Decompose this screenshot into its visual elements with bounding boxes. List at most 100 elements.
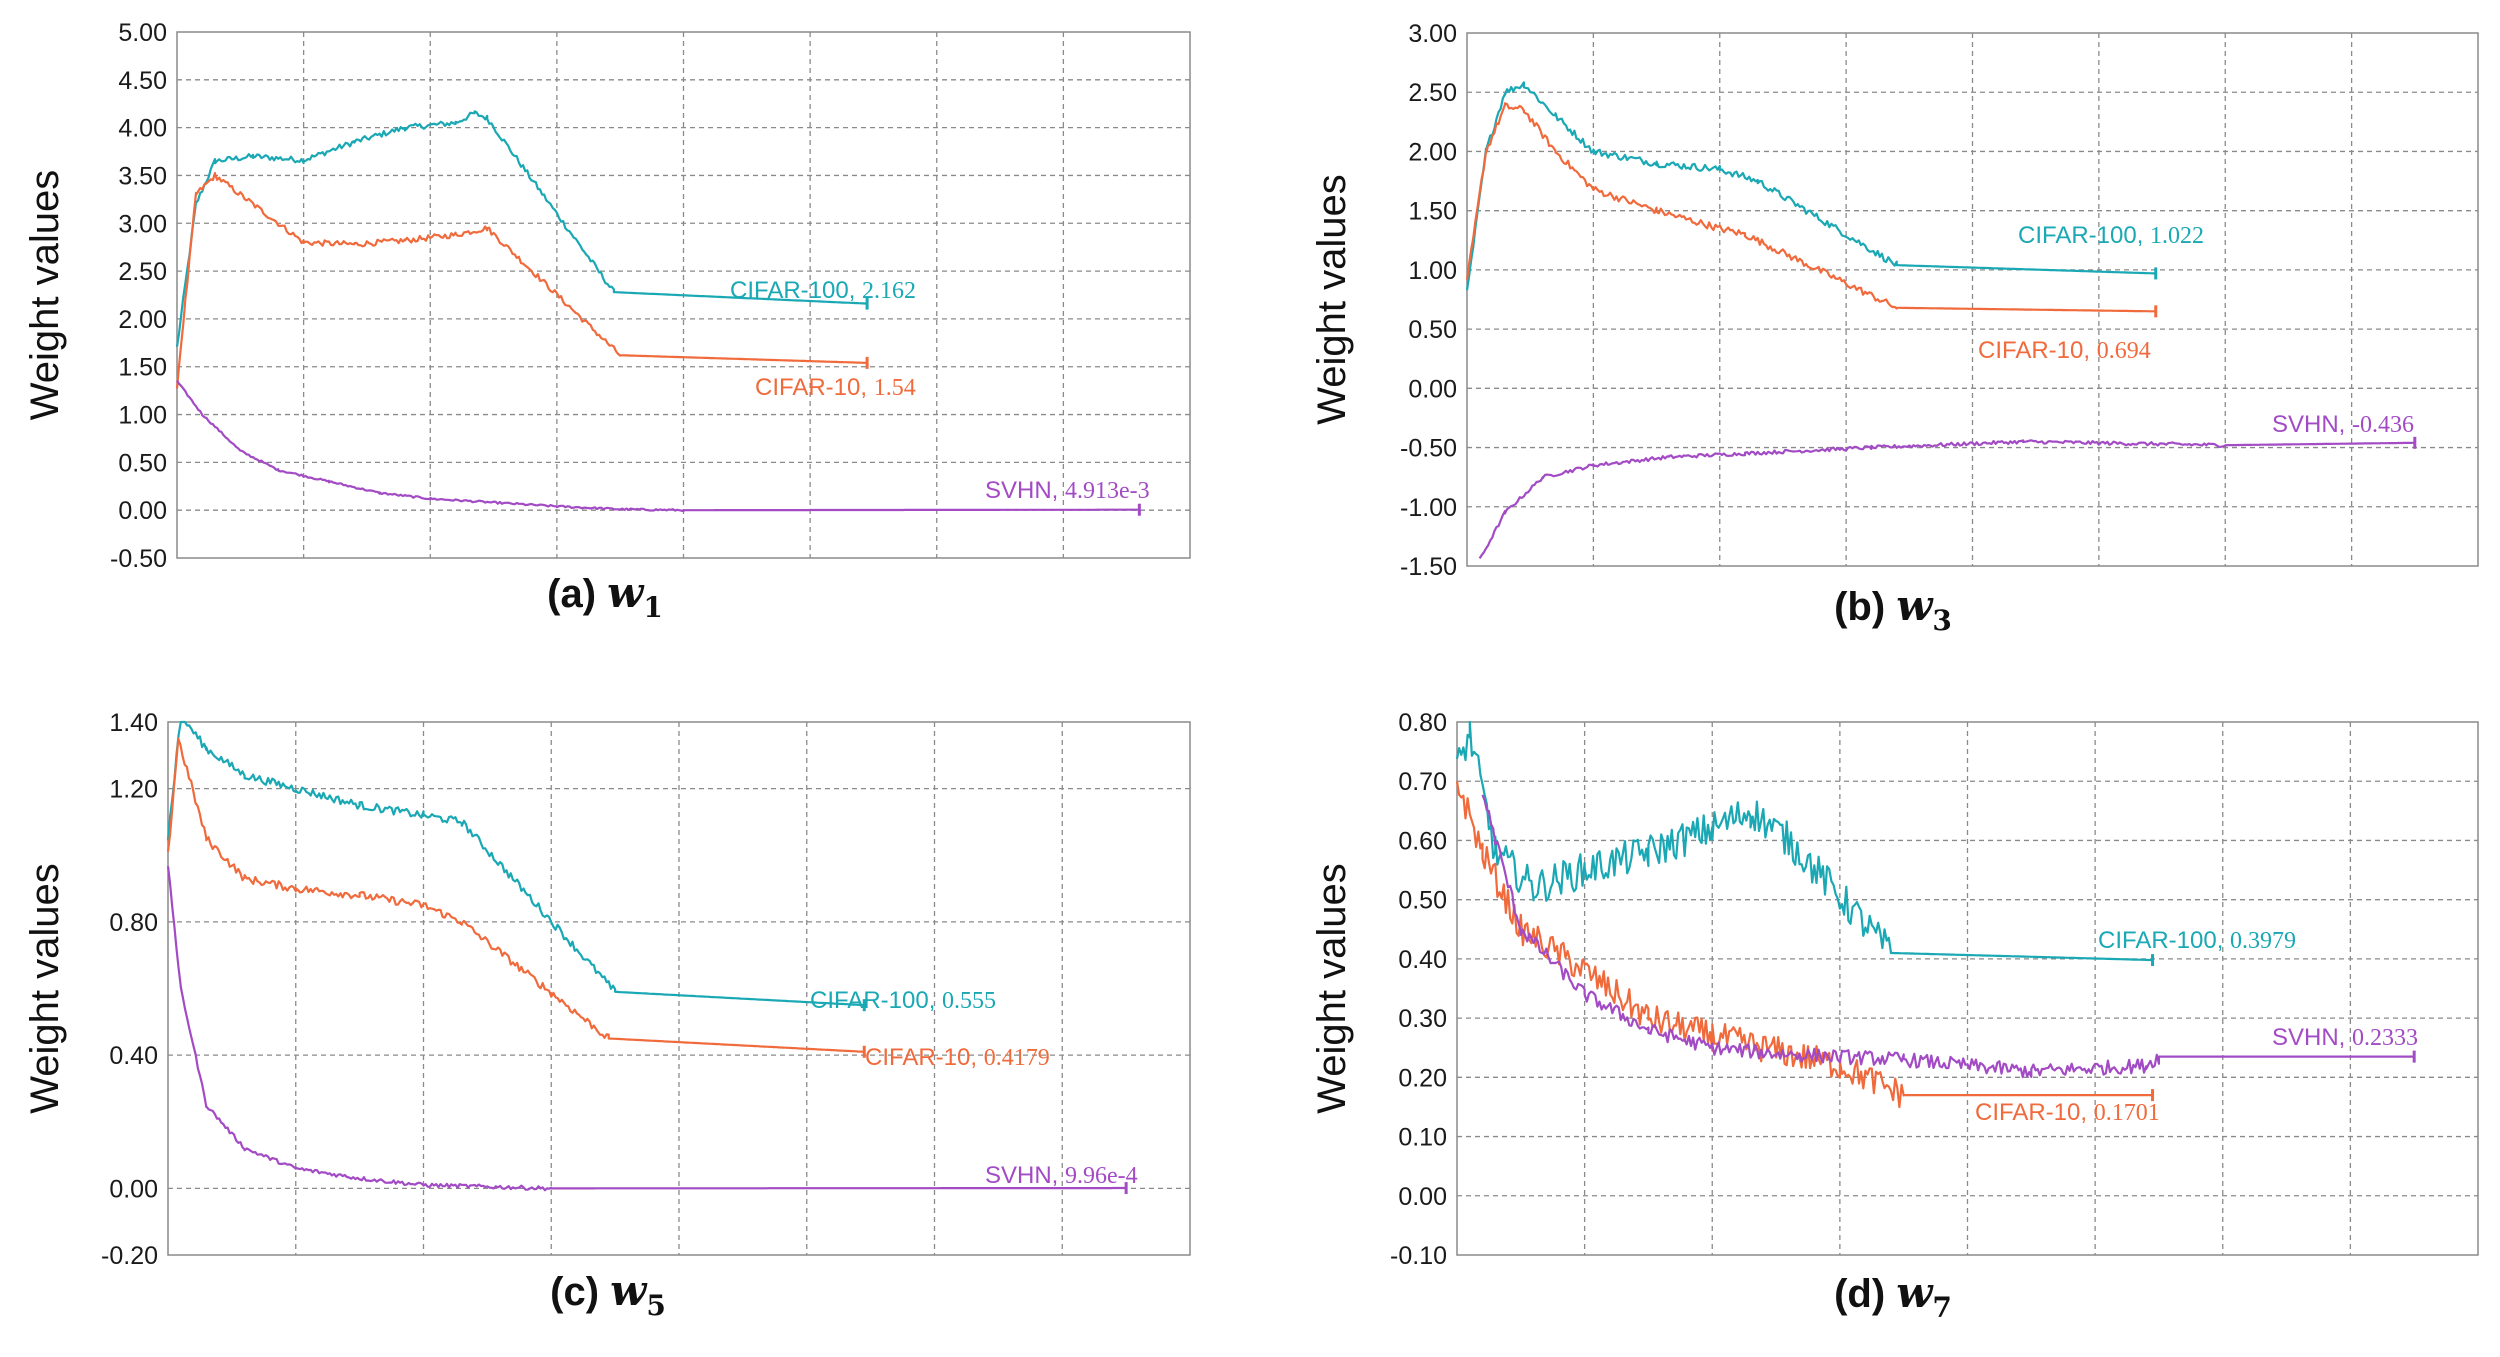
y-tick-label: 2.50 [118, 258, 167, 286]
caption-letter: (d) [1834, 1272, 1896, 1316]
series-line-cifar-10 [1455, 781, 2153, 1109]
y-tick-label: 0.20 [1398, 1064, 1447, 1092]
caption-variable: w [1896, 581, 1934, 630]
y-tick-label: -1.00 [1400, 494, 1457, 522]
y-tick-label: 0.40 [109, 1042, 158, 1070]
series-line-cifar-100 [1465, 81, 2156, 291]
y-tick-label: 4.50 [118, 67, 167, 95]
chart-panel-b: 3.00 2.50 2.00 1.50 1.00 0.50 0.00 -0.50 -1.00 -1… [1310, 20, 2479, 637]
y-axis-label: Weight values [1310, 863, 1354, 1114]
y-tick-label: 1.40 [109, 709, 158, 737]
panel-caption: (c) w5 [550, 1266, 666, 1322]
y-tick-label: 3.00 [118, 210, 167, 238]
series-end-label: CIFAR-100, 0.555 [810, 987, 996, 1014]
caption-letter: (c) [550, 1270, 610, 1314]
y-tick-label: 0.70 [1398, 768, 1447, 796]
y-tick-label: 0.00 [1408, 375, 1457, 403]
series-end-label: SVHN, 9.96e-4 [985, 1162, 1138, 1189]
y-axis-label: Weight values [23, 170, 67, 421]
series-end-label: SVHN, -0.436 [2272, 411, 2414, 438]
caption-letter: (b) [1834, 585, 1896, 629]
series-line-svhn [166, 866, 1127, 1192]
panel-caption: (b) w3 [1834, 581, 1952, 637]
series-end-label: SVHN, 4.913e-3 [985, 477, 1150, 504]
y-tick-label: 0.50 [118, 449, 167, 477]
series-end-value: 0.4179 [984, 1045, 1050, 1071]
series-line-svhn [1478, 439, 2415, 559]
y-tick-label: 2.00 [1408, 138, 1457, 166]
caption-variable: w [1896, 1268, 1934, 1317]
series-end-value: 1.022 [2150, 223, 2204, 249]
chart-panel-a: 5.00 4.50 4.00 3.50 3.00 2.50 2.00 1.50 1.00 0.50… [23, 19, 1191, 624]
y-axis-label: Weight values [1310, 174, 1354, 425]
y-tick-label: 0.00 [1398, 1183, 1447, 1211]
y-tick-label: 2.00 [118, 306, 167, 334]
y-tick-label: 0.50 [1408, 316, 1457, 344]
series-end-value: 4.913e-3 [1065, 478, 1150, 504]
series-end-value: 9.96e-4 [1065, 1163, 1138, 1189]
y-tick-label: 5.00 [118, 19, 167, 47]
caption-subscript: 3 [1932, 604, 1951, 637]
series-name: CIFAR-10, [1975, 1099, 2094, 1126]
series-end-value: 2.162 [862, 278, 916, 304]
chart-panel-d: 0.80 0.70 0.60 0.50 0.40 0.30 0.20 0.10 0.00 -0.1… [1310, 709, 2479, 1324]
series-end-label: CIFAR-100, 0.3979 [2098, 927, 2296, 954]
y-tick-label: 0.10 [1398, 1124, 1447, 1152]
y-tick-label: 1.20 [109, 776, 158, 804]
series-name: CIFAR-100, [730, 277, 862, 304]
y-tick-label: 1.00 [1408, 257, 1457, 285]
series-name: SVHN, [2272, 1024, 2352, 1051]
y-tick-label: 4.00 [118, 115, 167, 143]
series-end-value: -0.436 [2352, 412, 2414, 438]
series-name: CIFAR-100, [2098, 927, 2230, 954]
series-end-label: CIFAR-10, 0.4179 [865, 1044, 1050, 1071]
y-tick-label: 3.00 [1408, 20, 1457, 48]
series-name: SVHN, [985, 1162, 1065, 1189]
y-tick-label: -1.50 [1400, 553, 1457, 581]
y-tick-label: 1.50 [1408, 198, 1457, 226]
y-tick-label: 1.50 [118, 354, 167, 382]
y-tick-label: 0.50 [1398, 887, 1447, 915]
y-tick-label: -0.50 [110, 545, 167, 573]
series-end-label: CIFAR-10, 0.1701 [1975, 1099, 2160, 1126]
y-axis-label: Weight values [23, 863, 67, 1114]
series-line-cifar-100 [1455, 720, 2153, 962]
series-end-value: 0.555 [942, 988, 996, 1014]
series-name: SVHN, [985, 477, 1065, 504]
series-line-cifar-10 [166, 737, 865, 1053]
y-tick-label: 2.50 [1408, 79, 1457, 107]
series-name: CIFAR-100, [2018, 222, 2150, 249]
y-tick-label: 1.00 [118, 402, 167, 430]
y-tick-label: 0.80 [109, 909, 158, 937]
y-tick-label: 0.00 [118, 497, 167, 525]
y-tick-label: -0.20 [101, 1242, 158, 1270]
series-name: CIFAR-100, [810, 987, 942, 1014]
y-tick-label: 0.60 [1398, 827, 1447, 855]
series-line-cifar-10 [1465, 102, 2156, 313]
series-end-value: 0.3979 [2230, 928, 2296, 954]
series-end-label: CIFAR-10, 0.694 [1978, 337, 2151, 364]
series-line-cifar-100 [175, 110, 868, 347]
series-name: CIFAR-10, [865, 1044, 984, 1071]
y-tick-label: 3.50 [118, 162, 167, 190]
series-end-label: CIFAR-100, 2.162 [730, 277, 916, 304]
series-line-cifar-10 [175, 172, 868, 389]
series-name: CIFAR-10, [755, 374, 874, 401]
caption-variable: w [607, 568, 645, 617]
series-name: CIFAR-10, [1978, 337, 2097, 364]
panel-caption: (d) w7 [1834, 1268, 1952, 1324]
series-line-svhn [176, 379, 1140, 513]
caption-subscript: 5 [646, 1289, 665, 1322]
series-end-value: 1.54 [874, 375, 916, 401]
series-end-label: CIFAR-10, 1.54 [755, 374, 916, 401]
y-tick-label: 0.30 [1398, 1005, 1447, 1033]
caption-variable: w [610, 1266, 648, 1315]
caption-subscript: 1 [643, 591, 662, 624]
y-tick-label: 0.40 [1398, 946, 1447, 974]
series-end-label: CIFAR-100, 1.022 [2018, 222, 2204, 249]
caption-letter: (a) [547, 572, 607, 616]
series-end-value: 0.1701 [2094, 1100, 2160, 1126]
series-line-cifar-100 [166, 720, 865, 1007]
series-end-label: SVHN, 0.2333 [2272, 1024, 2418, 1051]
y-tick-label: -0.50 [1400, 435, 1457, 463]
